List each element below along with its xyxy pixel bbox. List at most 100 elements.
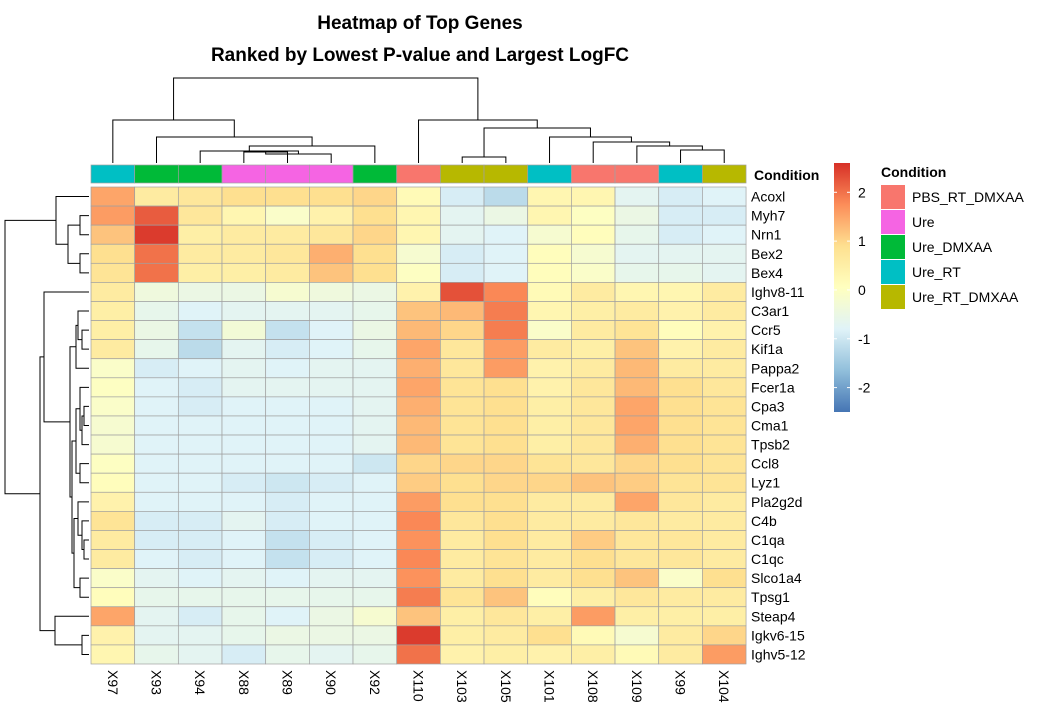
heatmap-cell xyxy=(309,511,354,531)
heatmap-cell xyxy=(571,262,616,283)
row-label: Acoxl xyxy=(751,189,785,205)
heatmap-cell xyxy=(483,606,529,627)
heatmap-cell xyxy=(396,434,441,455)
heatmap-cell xyxy=(265,282,310,302)
heatmap-cell xyxy=(134,320,179,340)
heatmap-cell xyxy=(571,415,616,436)
heatmap-cell xyxy=(177,587,223,608)
annotation-cell xyxy=(221,164,267,184)
heatmap-cell xyxy=(309,434,354,455)
heatmap-cell xyxy=(352,396,398,417)
heatmap-cell xyxy=(440,243,485,264)
heatmap-cell xyxy=(309,282,354,302)
heatmap-cell xyxy=(483,205,529,226)
color-scale-bar: -2 -1 0 1 2 xyxy=(834,163,871,412)
heatmap-cell xyxy=(440,205,485,226)
heatmap-cell xyxy=(90,186,136,207)
heatmap-cell xyxy=(177,320,223,340)
heatmap-cell xyxy=(396,511,441,531)
heatmap-cell xyxy=(614,205,660,226)
heatmap-cell xyxy=(702,282,747,302)
heatmap-cell xyxy=(309,186,354,207)
heatmap-cell xyxy=(134,262,179,283)
heatmap-cell xyxy=(134,358,179,379)
heatmap-cell xyxy=(440,224,485,245)
heatmap-cell xyxy=(309,301,354,321)
column-label: X92 xyxy=(367,670,383,695)
heatmap-cell xyxy=(527,625,572,646)
legend-swatch xyxy=(881,235,905,259)
heatmap-cell xyxy=(483,301,529,321)
heatmap-cell xyxy=(134,282,179,302)
heatmap-cell xyxy=(483,262,529,283)
column-dendrogram-branch xyxy=(112,119,235,163)
heatmap-cell xyxy=(483,339,529,360)
column-dendrogram-branch xyxy=(549,136,632,163)
heatmap-cell xyxy=(221,186,267,207)
heatmap-cell xyxy=(309,262,354,283)
row-label: Myh7 xyxy=(751,208,785,224)
heatmap-cell xyxy=(440,320,485,340)
heatmap-cell xyxy=(309,320,354,340)
heatmap-cell xyxy=(265,243,310,264)
heatmap-cell xyxy=(265,377,310,398)
heatmap-cell xyxy=(614,606,660,627)
heatmap-cell xyxy=(527,453,572,474)
heatmap-cell xyxy=(440,186,485,207)
row-dendrogram-branch xyxy=(79,577,89,598)
heatmap-cell xyxy=(571,472,616,493)
heatmap-cell xyxy=(221,224,267,245)
heatmap-cell xyxy=(177,358,223,379)
heatmap-cell xyxy=(702,606,747,627)
heatmap-cell xyxy=(134,472,179,493)
row-label: Slco1a4 xyxy=(751,570,802,586)
heatmap-cell xyxy=(221,243,267,264)
heatmap-cell xyxy=(221,453,267,474)
heatmap-cell xyxy=(134,205,179,226)
row-label: Igkv6-15 xyxy=(751,627,805,643)
heatmap-cell xyxy=(483,377,529,398)
column-dendrogram-branch xyxy=(483,127,591,157)
heatmap-cell xyxy=(134,568,179,589)
heatmap-cell xyxy=(571,396,616,417)
annotation-cell xyxy=(90,164,136,184)
heatmap-cell xyxy=(702,625,747,646)
heatmap-cell xyxy=(658,549,703,569)
heatmap-cell xyxy=(221,644,267,665)
heatmap-cell xyxy=(702,549,747,569)
heatmap-cell xyxy=(702,491,747,512)
annotation-cell xyxy=(658,164,703,184)
heatmap-cell xyxy=(265,606,310,627)
annotation-cell xyxy=(177,164,223,184)
row-label: Tpsg1 xyxy=(751,589,790,605)
column-dendrogram-branch xyxy=(680,149,725,163)
heatmap-cell xyxy=(134,644,179,665)
heatmap-cell xyxy=(177,491,223,512)
heatmap-cell xyxy=(309,243,354,264)
heatmap-cell xyxy=(571,434,616,455)
heatmap-cell xyxy=(527,205,572,226)
heatmap-cell xyxy=(221,301,267,321)
heatmap-cell xyxy=(614,339,660,360)
column-label: X101 xyxy=(542,670,558,703)
heatmap-cell xyxy=(309,644,354,665)
column-labels: X97 X93 X94 X88 X89 X90 X92 X110 X103 X105 X101 X10… xyxy=(105,670,732,703)
heatmap-cell xyxy=(134,491,179,512)
heatmap-cell xyxy=(177,625,223,646)
heatmap-cell xyxy=(90,205,136,226)
column-dendrogram-branch xyxy=(199,150,299,163)
heatmap-cell xyxy=(440,606,485,627)
heatmap-cell xyxy=(527,511,572,531)
row-dendrogram-branch xyxy=(79,215,89,236)
heatmap-cell xyxy=(658,301,703,321)
heatmap-cell xyxy=(90,511,136,531)
column-label: X88 xyxy=(236,670,252,695)
heatmap-cell xyxy=(265,587,310,608)
heatmap-cell xyxy=(440,625,485,646)
row-dendrogram-branch xyxy=(67,224,80,264)
column-label: X109 xyxy=(629,670,645,703)
row-label: Fcer1a xyxy=(751,379,795,395)
heatmap-cell xyxy=(177,224,223,245)
heatmap-cell xyxy=(221,396,267,417)
legend-swatch xyxy=(881,185,905,209)
